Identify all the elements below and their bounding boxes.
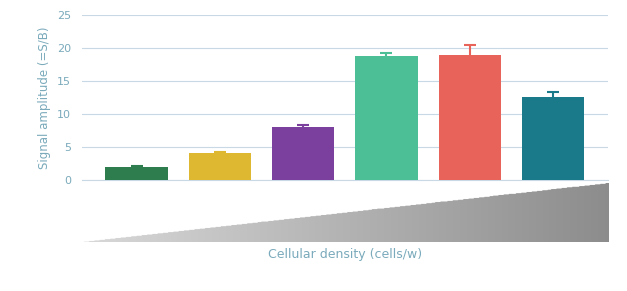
Bar <box>356 56 418 180</box>
Y-axis label: Signal amplitude (=S/B): Signal amplitude (=S/B) <box>38 26 51 169</box>
Bar <box>105 167 168 180</box>
Bar <box>272 127 334 180</box>
Bar <box>522 97 584 180</box>
Bar <box>438 55 501 180</box>
Bar <box>189 153 251 180</box>
Text: Cellular density (cells/w): Cellular density (cells/w) <box>268 248 422 261</box>
